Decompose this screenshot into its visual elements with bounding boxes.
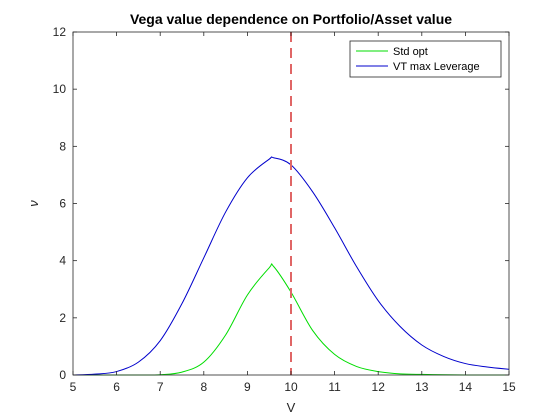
y-tick-label: 2 [59,311,66,325]
y-axis-ticks: 0 2 4 6 8 10 12 [53,25,509,382]
x-tick-label: 10 [284,380,298,394]
y-tick-label: 6 [59,197,66,211]
y-tick-label: 10 [53,82,67,96]
chart-title: Vega value dependence on Portfolio/Asset… [130,11,452,27]
x-tick-label: 11 [328,380,341,394]
y-axis-label: ν [26,200,41,207]
legend: Std opt VT max Leverage [349,40,502,78]
series-line-vt-max-leverage [72,156,510,376]
y-tick-label: 12 [53,25,67,39]
x-tick-label: 7 [157,380,164,394]
x-tick-label: 8 [200,380,207,394]
x-tick-label: 9 [244,380,251,394]
x-tick-label: 12 [372,380,386,394]
x-axis-label: V [287,400,296,415]
legend-entry-label: Std opt [393,46,428,58]
x-tick-label: 14 [459,380,473,394]
y-tick-label: 8 [59,139,66,153]
legend-box [349,40,502,78]
x-axis-ticks: 5 6 7 8 9 10 11 12 13 14 15 [70,32,516,394]
y-tick-label: 0 [59,368,66,382]
legend-entry-label: VT max Leverage [393,61,480,73]
x-tick-label: 13 [415,380,429,394]
y-tick-label: 4 [59,254,66,268]
x-tick-label: 15 [502,380,516,394]
x-tick-label: 5 [70,380,77,394]
x-tick-label: 6 [113,380,120,394]
